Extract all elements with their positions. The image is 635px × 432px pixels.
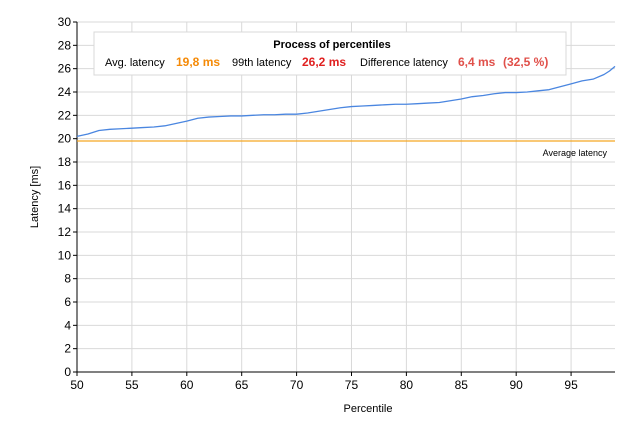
- reference-lines: Average latency: [77, 140, 615, 158]
- x-tick-label: 85: [455, 378, 469, 392]
- y-tick-label: 8: [64, 272, 71, 286]
- x-axis-title: Percentile: [344, 403, 393, 415]
- legend-diff-label: Difference latency: [360, 57, 448, 69]
- x-tick-label: 65: [235, 378, 249, 392]
- y-tick-label: 26: [58, 62, 72, 76]
- y-axis-title: Latency [ms]: [29, 166, 41, 228]
- x-tick-label: 90: [510, 378, 524, 392]
- y-tick-label: 20: [58, 132, 72, 146]
- x-tick-label: 55: [125, 378, 139, 392]
- y-tick-label: 14: [58, 202, 72, 216]
- legend: Process of percentiles Avg. latency 19,8…: [93, 31, 567, 76]
- y-tick-label: 30: [58, 15, 72, 29]
- latency-series-line: [76, 65, 616, 137]
- x-tick-label: 70: [290, 378, 304, 392]
- x-tick-label: 75: [345, 378, 359, 392]
- series-layer: [76, 65, 616, 137]
- x-tick-label: 95: [564, 378, 578, 392]
- legend-title: Process of percentiles: [273, 39, 390, 51]
- y-tick-label: 6: [64, 295, 71, 309]
- average-latency-label: Average latency: [543, 148, 608, 158]
- y-tick-label: 16: [58, 178, 72, 192]
- x-tick-label: 80: [400, 378, 414, 392]
- y-tick-label: 24: [58, 85, 72, 99]
- y-tick-label: 4: [64, 318, 71, 332]
- legend-p99-label: 99th latency: [232, 57, 292, 69]
- legend-diff-value: 6,4 ms: [458, 55, 496, 69]
- legend-avg-value: 19,8 ms: [176, 55, 220, 69]
- y-tick-label: 22: [58, 108, 72, 122]
- y-tick-label: 2: [64, 342, 71, 356]
- y-tick-label: 28: [58, 38, 72, 52]
- legend-diff-percent: (32,5 %): [503, 55, 548, 69]
- y-tick-label: 12: [58, 225, 72, 239]
- x-tick-label: 50: [70, 378, 84, 392]
- x-tick-label: 60: [180, 378, 194, 392]
- y-tick-label: 10: [58, 248, 72, 262]
- legend-box: [93, 31, 567, 76]
- y-tick-label: 18: [58, 155, 72, 169]
- legend-p99-value: 26,2 ms: [302, 55, 346, 69]
- y-tick-label: 0: [64, 365, 71, 379]
- legend-avg-label: Avg. latency: [105, 57, 165, 69]
